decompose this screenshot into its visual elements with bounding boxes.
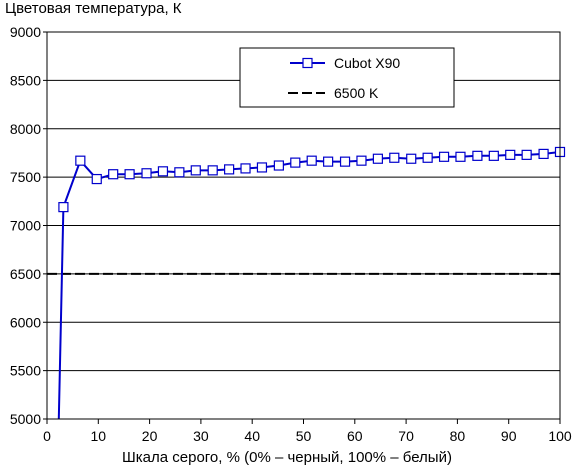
data-point	[538, 148, 549, 160]
data-point	[406, 153, 417, 164]
y-tick-label: 6500	[10, 266, 41, 282]
data-point	[157, 166, 169, 177]
x-tick-label: 40	[244, 428, 260, 444]
data-point	[372, 153, 383, 164]
data-point	[190, 165, 201, 176]
data-point	[472, 150, 483, 161]
data-point	[256, 162, 268, 173]
x-tick-label: 50	[296, 428, 312, 444]
data-point	[91, 173, 102, 185]
data-point	[306, 155, 317, 166]
data-point	[422, 152, 433, 163]
x-tick-label: 0	[43, 428, 51, 444]
data-point	[207, 165, 218, 176]
data-point	[224, 164, 235, 175]
series-layer	[57, 146, 566, 420]
x-tick-label: 90	[501, 428, 517, 444]
x-tick-label: 70	[398, 428, 414, 444]
x-axis-label: Шкала серого, % (0% – черный, 100% – бел…	[122, 449, 452, 466]
y-tick-label: 8000	[10, 121, 41, 137]
y-axis-ticks: 5000 5500 6000 6500 7000 7500 8000 8500 9000	[10, 24, 47, 427]
legend: Cubot X90 6500 K	[239, 47, 455, 108]
x-tick-label: 100	[548, 428, 572, 444]
legend-label-6500: 6500 K	[334, 85, 379, 101]
chart-title: Цветовая температура, К	[5, 0, 182, 17]
series-line	[57, 151, 561, 420]
data-point	[124, 169, 135, 180]
data-point	[488, 150, 499, 161]
data-point	[339, 156, 351, 167]
data-point	[455, 151, 466, 162]
data-point	[75, 155, 86, 166]
data-point	[356, 155, 367, 166]
data-point	[273, 160, 284, 171]
x-tick-label: 60	[347, 428, 363, 444]
y-tick-label: 5000	[10, 411, 41, 427]
data-point	[58, 202, 69, 213]
x-tick-label: 30	[193, 428, 209, 444]
data-point	[505, 149, 516, 160]
x-axis-ticks: 0 10 20 30 40 50 60 70 80 90 100	[43, 419, 572, 444]
x-tick-label: 10	[91, 428, 107, 444]
data-point	[240, 163, 251, 174]
y-tick-label: 7500	[10, 169, 41, 185]
legend-marker-cubot	[302, 57, 313, 69]
data-point	[174, 167, 185, 178]
x-tick-label: 80	[450, 428, 466, 444]
y-tick-label: 8500	[10, 72, 41, 88]
legend-box	[239, 47, 455, 108]
y-tick-label: 9000	[10, 24, 41, 40]
x-tick-label: 20	[142, 428, 158, 444]
data-point	[389, 152, 400, 163]
y-tick-label: 7000	[10, 218, 41, 234]
data-point	[323, 156, 334, 167]
data-point	[108, 169, 119, 180]
y-tick-label: 6000	[10, 314, 41, 330]
data-point	[438, 151, 450, 162]
y-tick-label: 5500	[10, 363, 41, 379]
data-point	[521, 149, 532, 160]
legend-label-cubot: Cubot X90	[334, 55, 400, 71]
data-point	[141, 168, 152, 179]
data-point	[290, 157, 301, 168]
